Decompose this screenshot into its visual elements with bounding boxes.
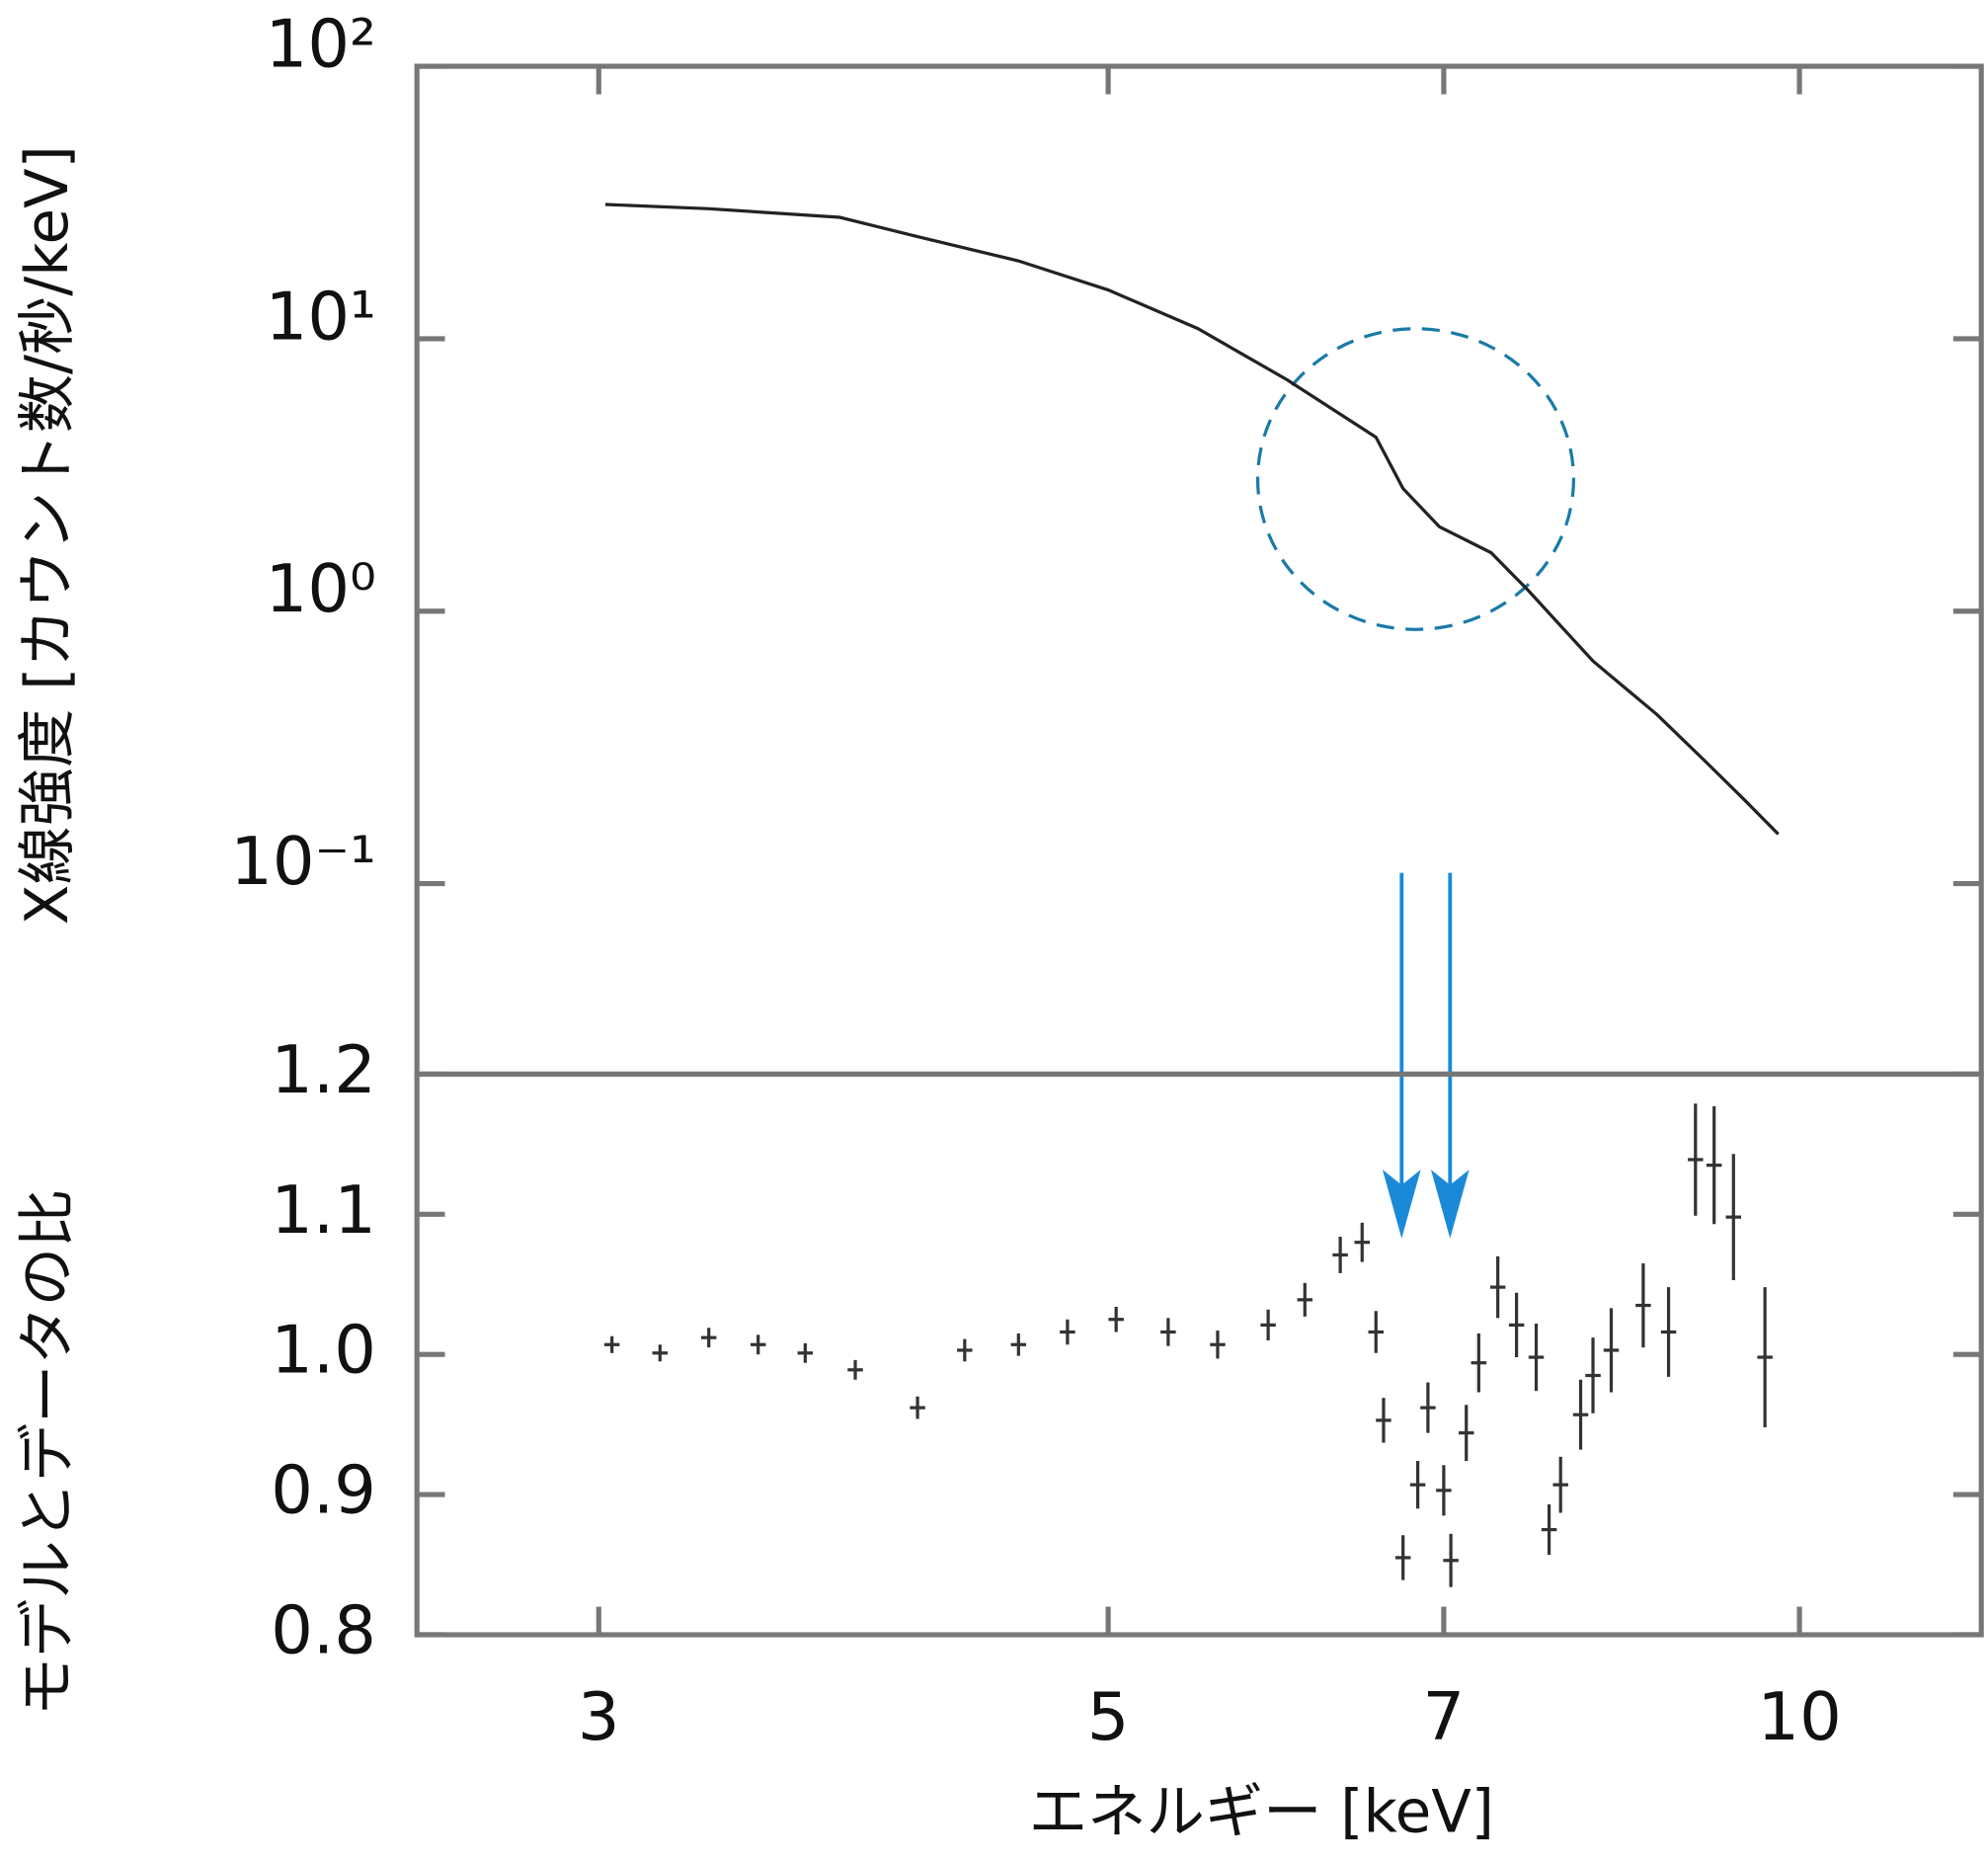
y-tick-label: 0.8 xyxy=(271,1592,376,1669)
arrows xyxy=(1382,872,1470,1239)
y-tick-label: 1.0 xyxy=(271,1312,376,1389)
y-tick-label: 1.1 xyxy=(271,1172,376,1249)
y-tick-label: 10¹ xyxy=(266,278,376,355)
y-axis-label: X線強度 [カウント数/秒/keV] xyxy=(13,145,81,925)
y-tick-label: 10⁰ xyxy=(266,550,376,627)
y-tick-label: 10⁻¹ xyxy=(230,823,376,900)
x-tick-label: 10 xyxy=(1757,1678,1841,1755)
x-tick-label: 3 xyxy=(578,1678,620,1755)
y-tick-label: 10² xyxy=(266,6,376,83)
y-axis-label: モデルとデータの比 xyxy=(13,1189,81,1717)
y-tick-label: 0.9 xyxy=(271,1452,376,1529)
x-tick-label: 7 xyxy=(1423,1678,1466,1755)
plot-frame xyxy=(414,1071,1984,1638)
y-tick-label: 1.2 xyxy=(271,1031,376,1108)
highlight-circle xyxy=(1255,327,1576,631)
spectrum-line xyxy=(604,202,1780,836)
x-tick-label: 5 xyxy=(1087,1678,1130,1755)
plot-frame xyxy=(414,63,1984,1077)
x-axis-label: エネルギー [keV] xyxy=(1029,1777,1494,1845)
